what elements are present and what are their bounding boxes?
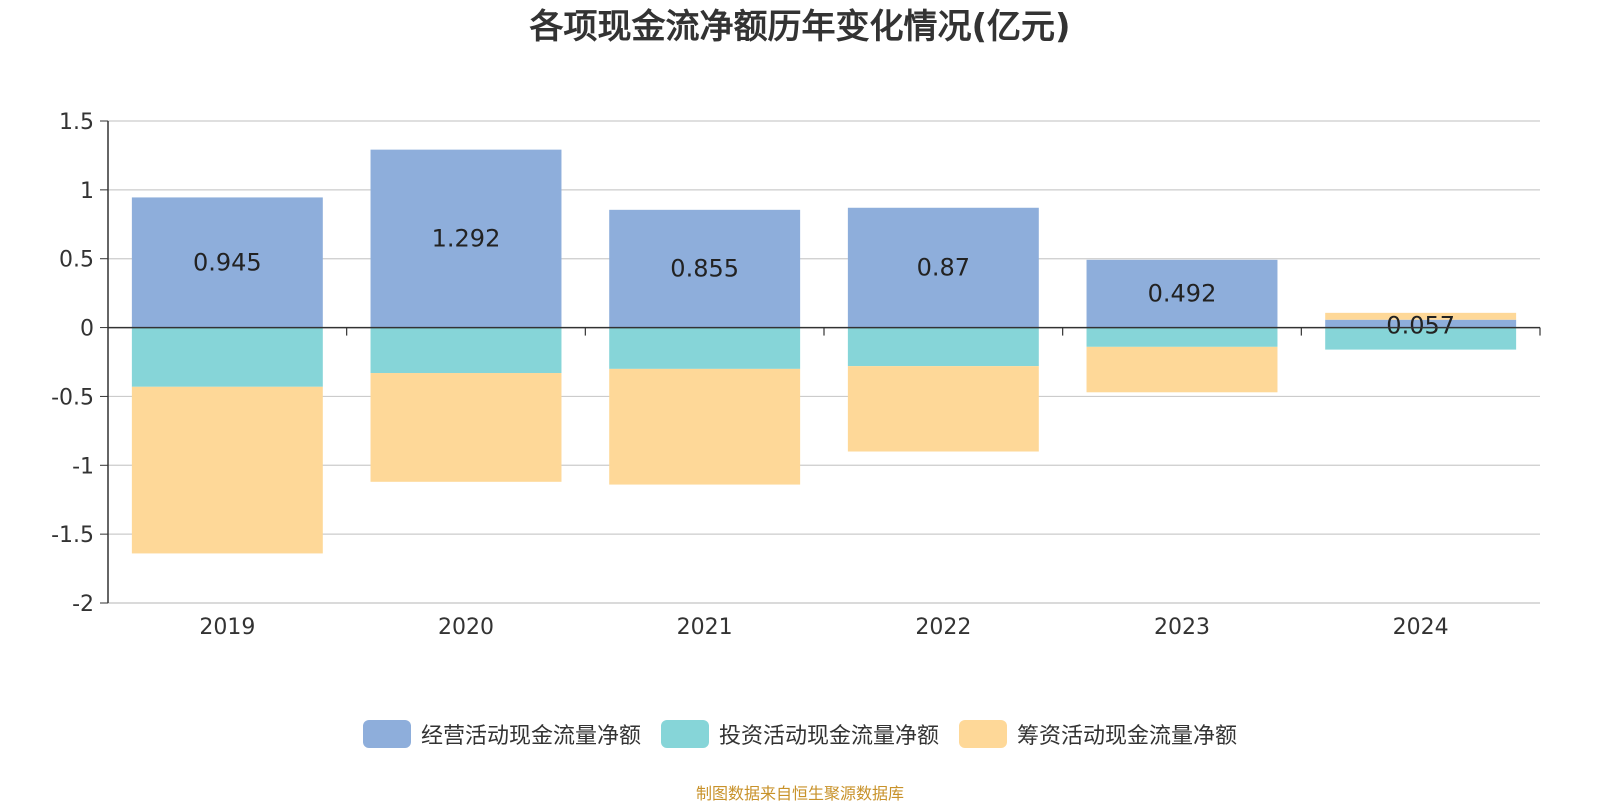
legend-label-financing: 筹资活动现金流量净额 bbox=[1017, 724, 1238, 749]
x-tick-label: 2021 bbox=[677, 615, 733, 640]
bar-operating-2019 bbox=[131, 197, 323, 328]
bar-investing-2020 bbox=[370, 327, 562, 374]
y-tick-label: 0.5 bbox=[59, 248, 94, 273]
y-tick-label: 0 bbox=[80, 317, 94, 342]
bar-investing-2021 bbox=[609, 327, 801, 369]
y-tick-label: -2 bbox=[72, 592, 94, 617]
y-tick-label: -1.5 bbox=[51, 523, 94, 548]
bar-financing-2019 bbox=[131, 386, 323, 554]
data-label-operating-2019: 0.945 bbox=[193, 249, 262, 277]
bar-investing-2023 bbox=[1086, 327, 1278, 347]
legend-swatch-investing bbox=[660, 720, 709, 748]
data-label-operating-2022: 0.87 bbox=[917, 254, 970, 282]
legend-swatch-operating bbox=[362, 720, 411, 748]
bar-financing-2021 bbox=[609, 368, 801, 485]
legend-label-operating: 经营活动现金流量净额 bbox=[420, 724, 641, 749]
chart-legend: 经营活动现金流量净额 投资活动现金流量净额 筹资活动现金流量净额 bbox=[0, 718, 1600, 750]
bar-operating-2023 bbox=[1086, 259, 1278, 328]
y-tick-label: -1 bbox=[72, 454, 94, 479]
x-tick-label: 2024 bbox=[1393, 615, 1449, 640]
data-label-operating-2020: 1.292 bbox=[432, 225, 501, 253]
y-tick-label: 1 bbox=[80, 179, 94, 204]
source-note: 制图数据来自恒生聚源数据库 bbox=[695, 784, 904, 803]
x-tick-label: 2019 bbox=[199, 615, 255, 640]
bar-financing-2024 bbox=[1325, 312, 1517, 320]
legend-item-investing[interactable]: 投资活动现金流量净额 bbox=[660, 718, 939, 750]
bar-investing-2019 bbox=[131, 327, 323, 387]
legend-item-operating[interactable]: 经营活动现金流量净额 bbox=[362, 718, 641, 750]
bar-operating-2021 bbox=[609, 209, 801, 328]
legend-label-investing: 投资活动现金流量净额 bbox=[718, 724, 939, 749]
x-tick-label: 2023 bbox=[1154, 615, 1210, 640]
chart-title: 各项现金流净额历年变化情况(亿元) bbox=[529, 7, 1071, 47]
bar-financing-2023 bbox=[1086, 346, 1278, 393]
bar-financing-2020 bbox=[370, 373, 562, 482]
data-label-operating-2023: 0.492 bbox=[1148, 280, 1217, 308]
legend-swatch-financing bbox=[959, 720, 1007, 748]
x-tick-label: 2022 bbox=[915, 615, 971, 640]
bar-investing-2022 bbox=[847, 327, 1039, 367]
bar-financing-2022 bbox=[847, 366, 1039, 452]
x-tick-label: 2020 bbox=[438, 615, 494, 640]
bar-operating-2022 bbox=[847, 207, 1039, 328]
data-label-operating-2024: 0.057 bbox=[1386, 312, 1455, 340]
bar-operating-2020 bbox=[370, 149, 562, 328]
y-tick-label: 1.5 bbox=[59, 110, 94, 135]
bar-investing-2024 bbox=[1325, 327, 1517, 350]
legend-item-financing[interactable]: 筹资活动现金流量净额 bbox=[959, 718, 1237, 750]
y-tick-label: -0.5 bbox=[51, 385, 94, 410]
data-label-operating-2021: 0.855 bbox=[670, 255, 739, 283]
bar-operating-2024 bbox=[1325, 319, 1517, 328]
